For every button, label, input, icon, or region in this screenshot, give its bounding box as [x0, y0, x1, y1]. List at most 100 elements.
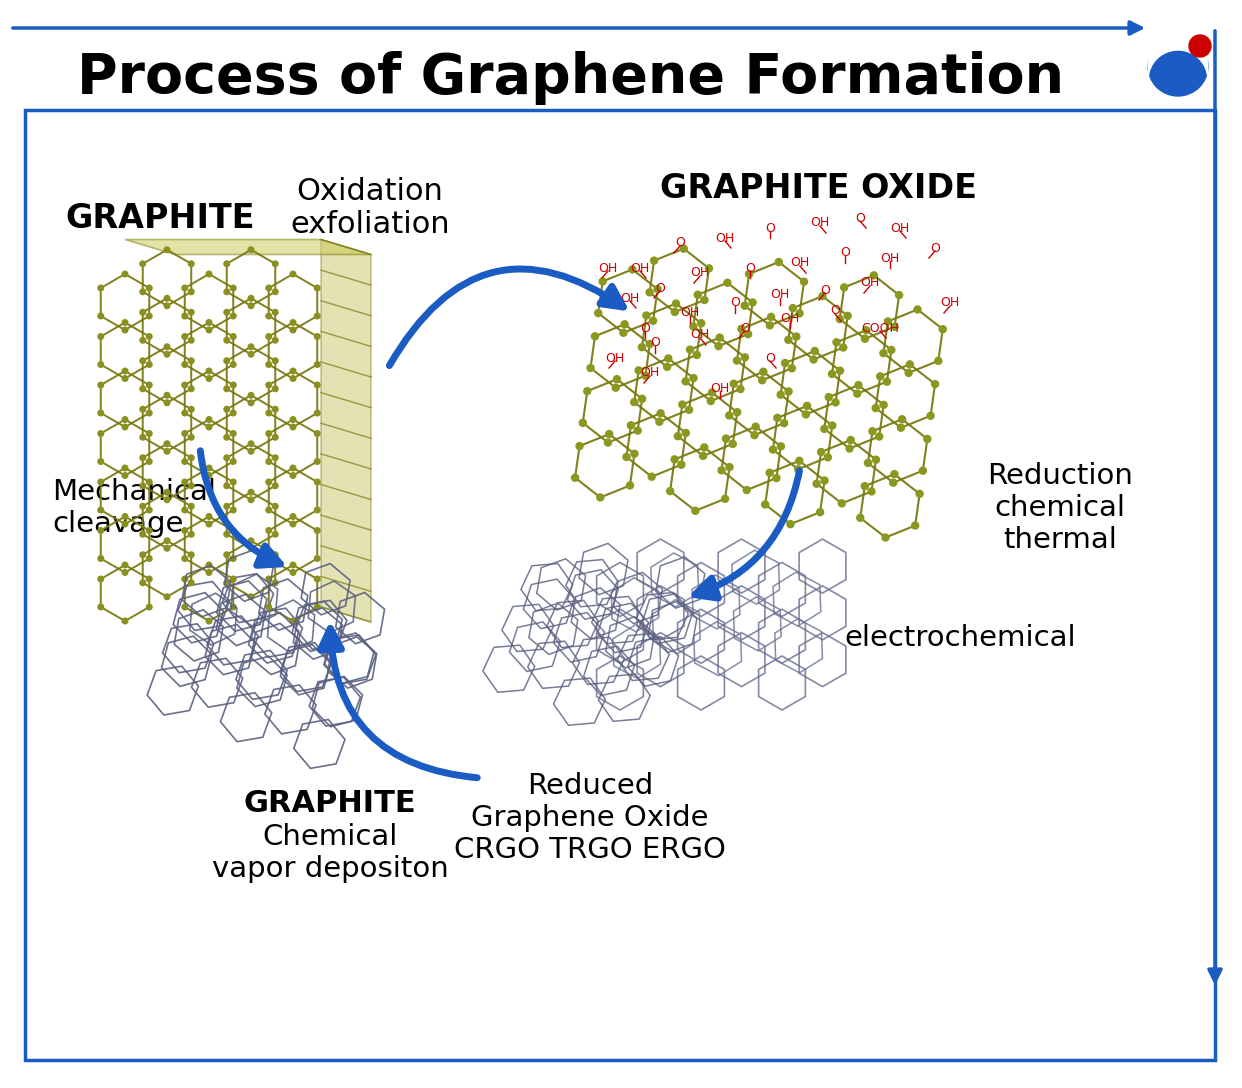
Circle shape	[206, 514, 212, 519]
Circle shape	[140, 504, 145, 509]
Circle shape	[206, 368, 212, 374]
Circle shape	[206, 618, 212, 623]
Circle shape	[597, 494, 604, 500]
Circle shape	[722, 495, 729, 503]
Circle shape	[164, 448, 170, 454]
Circle shape	[266, 556, 272, 561]
Circle shape	[814, 480, 820, 487]
Circle shape	[248, 490, 253, 495]
Circle shape	[231, 285, 236, 290]
Circle shape	[272, 580, 278, 585]
Circle shape	[189, 531, 194, 537]
Circle shape	[272, 289, 278, 295]
Circle shape	[266, 604, 272, 609]
Circle shape	[147, 361, 152, 368]
Text: OH: OH	[631, 261, 650, 274]
Circle shape	[796, 310, 804, 317]
Circle shape	[181, 285, 188, 290]
Polygon shape	[320, 239, 371, 622]
Text: OH: OH	[691, 267, 709, 280]
Circle shape	[727, 463, 733, 471]
Circle shape	[692, 507, 699, 515]
Circle shape	[206, 271, 212, 276]
Circle shape	[314, 410, 320, 416]
Circle shape	[693, 351, 700, 358]
Circle shape	[206, 521, 212, 527]
Circle shape	[571, 474, 579, 481]
Circle shape	[705, 264, 713, 272]
Circle shape	[98, 577, 103, 582]
Circle shape	[781, 420, 787, 426]
Circle shape	[605, 440, 611, 446]
Circle shape	[164, 537, 170, 544]
Circle shape	[841, 284, 848, 290]
Circle shape	[224, 483, 230, 489]
Circle shape	[164, 497, 170, 503]
Circle shape	[828, 422, 836, 429]
Circle shape	[164, 296, 170, 301]
Circle shape	[898, 424, 904, 431]
Circle shape	[272, 434, 278, 440]
Circle shape	[818, 293, 826, 299]
Circle shape	[147, 313, 152, 319]
Circle shape	[853, 391, 861, 397]
Circle shape	[314, 577, 320, 582]
Circle shape	[98, 361, 103, 368]
Circle shape	[231, 382, 236, 387]
Circle shape	[164, 545, 170, 551]
Circle shape	[882, 534, 889, 541]
Circle shape	[181, 507, 188, 512]
Circle shape	[164, 302, 170, 309]
Circle shape	[612, 384, 620, 392]
Circle shape	[147, 479, 152, 485]
Circle shape	[1148, 36, 1208, 96]
Circle shape	[785, 388, 792, 395]
Circle shape	[724, 280, 730, 286]
Text: O: O	[745, 261, 755, 274]
Circle shape	[635, 428, 641, 434]
Text: OH: OH	[810, 217, 830, 230]
Text: OH: OH	[891, 222, 909, 235]
Circle shape	[939, 325, 946, 333]
Circle shape	[291, 368, 296, 374]
Circle shape	[883, 379, 891, 385]
Circle shape	[181, 382, 188, 387]
Circle shape	[206, 472, 212, 479]
Circle shape	[796, 457, 802, 465]
Circle shape	[759, 376, 765, 384]
Circle shape	[189, 358, 194, 363]
Circle shape	[291, 320, 296, 325]
Circle shape	[181, 410, 188, 416]
Circle shape	[687, 346, 693, 354]
Circle shape	[122, 424, 128, 430]
Circle shape	[189, 407, 194, 412]
Circle shape	[595, 310, 601, 317]
Circle shape	[932, 381, 939, 387]
Circle shape	[224, 309, 230, 316]
Circle shape	[891, 471, 898, 478]
Text: OH: OH	[605, 351, 625, 364]
Circle shape	[98, 285, 103, 290]
Circle shape	[266, 459, 272, 465]
Circle shape	[248, 344, 253, 349]
Circle shape	[122, 368, 128, 374]
Text: OH: OH	[710, 382, 729, 395]
Circle shape	[648, 473, 656, 480]
Circle shape	[621, 321, 628, 327]
Circle shape	[98, 556, 103, 561]
Circle shape	[905, 369, 912, 376]
Text: O: O	[830, 305, 840, 318]
Circle shape	[314, 285, 320, 290]
Circle shape	[638, 344, 646, 350]
Circle shape	[181, 334, 188, 339]
Circle shape	[889, 479, 897, 486]
Circle shape	[770, 446, 776, 453]
Text: O: O	[854, 211, 864, 224]
Circle shape	[164, 344, 170, 349]
Text: OH: OH	[691, 329, 709, 342]
Circle shape	[895, 292, 903, 298]
Text: Reduced
Graphene Oxide
CRGO TRGO ERGO: Reduced Graphene Oxide CRGO TRGO ERGO	[455, 771, 725, 864]
Circle shape	[140, 531, 145, 537]
Text: Oxidation
exfoliation: Oxidation exfoliation	[291, 176, 450, 239]
Circle shape	[140, 552, 145, 557]
